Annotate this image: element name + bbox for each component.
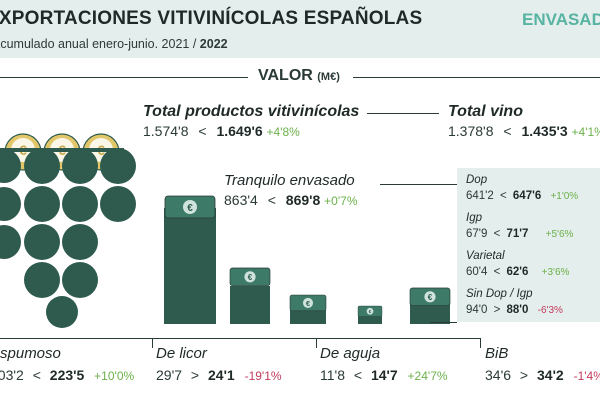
- grape-cluster-coins-icon: €€€: [0, 133, 136, 328]
- total-productos-sep: <: [198, 123, 207, 139]
- side-igp-change: +5'6%: [545, 229, 574, 240]
- total-productos-change: +4'8%: [266, 125, 300, 139]
- side-varietal-prev: 60'4: [466, 266, 488, 278]
- valor-unit: (M€): [317, 71, 340, 83]
- side-dop-label: Dop: [466, 174, 488, 186]
- connector-line-tranquilo: [380, 184, 457, 185]
- espumoso-change: +10'0%: [94, 369, 135, 383]
- licor-values: 29'7 > 24'1 -19'1%: [156, 367, 282, 383]
- side-sindop-sep: >: [493, 304, 501, 316]
- side-sindop-values: 94'0 > 88'0 -6'3%: [466, 304, 563, 316]
- total-productos-values: 1.574'8 < 1.649'6 +4'8%: [143, 123, 300, 139]
- side-dop-prev: 641'2: [466, 190, 494, 202]
- total-productos-label: Total productos vitivinícolas: [143, 103, 360, 120]
- total-vino-prev: 1.378'8: [448, 123, 494, 139]
- side-varietal-values: 60'4 < 62'6 +3'6%: [466, 266, 569, 278]
- aguja-change: +24'7%: [407, 369, 448, 383]
- side-dop-cur: 647'6: [512, 190, 542, 202]
- aguja-values: 11'8 < 14'7 +24'7%: [320, 367, 448, 383]
- bib-change: -1'4%: [573, 369, 600, 383]
- total-vino-label: Total vino: [448, 103, 523, 120]
- aguja-cur: 14'7: [370, 367, 398, 383]
- licor-sep: >: [190, 367, 200, 383]
- espumoso-sep: <: [32, 367, 41, 383]
- bottom-tick-aguja: [316, 338, 317, 348]
- side-varietal-sep: <: [493, 266, 501, 278]
- valor-rule-right: [353, 77, 600, 78]
- banknote-stack-icon: €: [164, 195, 451, 324]
- total-vino-change: +4'1%: [571, 125, 600, 139]
- tranquilo-prev: 863'4: [224, 192, 258, 208]
- tranquilo-values: 863'4 < 869'8 +0'7%: [224, 192, 358, 208]
- side-varietal-label: Varietal: [466, 250, 505, 262]
- espumoso-prev: 203'2: [0, 367, 24, 383]
- side-igp-label: Igp: [466, 212, 482, 224]
- licor-prev: 29'7: [156, 367, 183, 383]
- page-subtitle: Acumulado anual enero-junio. 2021 / 2022: [0, 37, 228, 51]
- side-varietal-change: +3'6%: [541, 267, 570, 278]
- aguja-prev: 11'8: [320, 367, 345, 383]
- side-sindop-prev: 94'0: [466, 304, 488, 316]
- valor-rule-left: [0, 77, 248, 78]
- side-dop-values: 641'2 < 647'6 +1'0%: [466, 190, 578, 202]
- subtitle-year: 2022: [199, 37, 228, 51]
- valor-heading: VALOR (M€): [258, 67, 340, 85]
- licor-label: De licor: [156, 345, 207, 362]
- total-productos-prev: 1.574'8: [143, 123, 189, 139]
- side-igp-sep: <: [493, 228, 501, 240]
- side-dop-sep: <: [499, 190, 507, 202]
- bib-label: BiB: [485, 345, 509, 362]
- tranquilo-change: +0'7%: [324, 194, 358, 208]
- total-vino-cur: 1.435'3: [521, 123, 568, 139]
- side-sindop-change: -6'3%: [537, 305, 563, 316]
- espumoso-label: Espumoso: [0, 345, 61, 362]
- aguja-label: De aguja: [320, 345, 381, 362]
- licor-change: -19'1%: [244, 369, 282, 383]
- subtitle-prefix: Acumulado anual enero-junio. 2021 /: [0, 37, 197, 51]
- bib-values: 34'6 > 34'2 -1'4%: [485, 367, 600, 383]
- section-tag: ENVASADO: [522, 10, 600, 29]
- connector-line: [367, 113, 439, 114]
- side-sindop-cur: 88'0: [506, 304, 529, 316]
- licor-cur: 24'1: [208, 367, 235, 383]
- connector-line-panel: [430, 322, 457, 323]
- espumoso-values: 203'2 < 223'5 +10'0%: [0, 367, 134, 383]
- side-igp-values: 67'9 < 71'7 +5'6%: [466, 228, 573, 240]
- valor-label: VALOR: [258, 67, 313, 84]
- tranquilo-cur: 869'8: [285, 192, 321, 208]
- aguja-sep: <: [353, 367, 363, 383]
- bottom-rule: [0, 338, 480, 339]
- tranquilo-sep: <: [267, 192, 276, 208]
- bottom-tick-bib: [480, 338, 481, 348]
- total-vino-sep: <: [503, 123, 512, 139]
- total-productos-cur: 1.649'6: [216, 123, 263, 139]
- bib-sep: >: [519, 367, 529, 383]
- side-dop-change: +1'0%: [550, 191, 579, 202]
- total-vino-values: 1.378'8 < 1.435'3 +4'1%: [448, 123, 600, 139]
- side-igp-prev: 67'9: [466, 228, 488, 240]
- tranquilo-label: Tranquilo envasado: [224, 172, 355, 189]
- bib-prev: 34'6: [485, 367, 512, 383]
- header-band: EXPORTACIONES VITIVINÍCOLAS ESPAÑOLAS Ac…: [0, 0, 600, 58]
- tranquilo-breakdown-panel: [457, 168, 600, 322]
- bib-cur: 34'2: [537, 367, 564, 383]
- bottom-tick-licor: [152, 338, 153, 348]
- side-igp-cur: 71'7: [506, 228, 529, 240]
- page-title: EXPORTACIONES VITIVINÍCOLAS ESPAÑOLAS: [0, 8, 423, 29]
- espumoso-cur: 223'5: [49, 367, 85, 383]
- side-sindop-label: Sin Dop / Igp: [466, 288, 533, 300]
- side-varietal-cur: 62'6: [506, 266, 529, 278]
